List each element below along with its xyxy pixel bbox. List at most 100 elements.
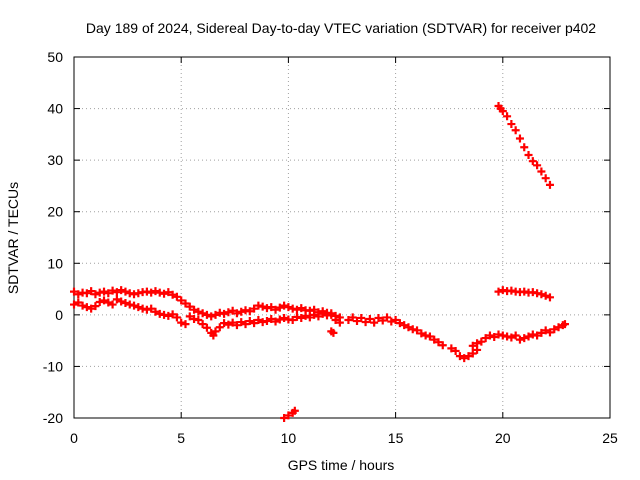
data-point — [305, 313, 314, 322]
data-point — [87, 304, 96, 313]
x-tick-label: 25 — [602, 430, 618, 446]
data-point — [520, 143, 529, 152]
data-point — [164, 311, 173, 320]
data-point — [318, 309, 327, 318]
plot-frame — [73, 56, 611, 419]
data-point — [550, 325, 559, 334]
data-point — [404, 323, 413, 332]
data-point — [374, 313, 383, 322]
data-point — [511, 126, 520, 135]
data-point — [181, 320, 190, 329]
data-point — [533, 331, 542, 340]
data-point — [130, 301, 139, 310]
data-point — [383, 313, 392, 322]
x-tick-label: 15 — [388, 430, 404, 446]
data-point — [537, 167, 546, 176]
data-point — [232, 321, 241, 330]
data-point — [554, 323, 563, 332]
data-point — [468, 341, 477, 350]
chart-title: Day 189 of 2024, Sidereal Day-to-day VTE… — [86, 20, 596, 36]
data-point — [481, 334, 490, 343]
data-point — [91, 302, 100, 311]
y-tick-label: -10 — [43, 358, 63, 374]
data-point — [271, 305, 280, 314]
data-point — [267, 314, 276, 323]
data-point — [348, 313, 357, 322]
data-point — [451, 346, 460, 355]
data-point — [391, 316, 400, 325]
data-point — [365, 314, 374, 323]
data-point — [498, 107, 507, 116]
data-point — [533, 161, 542, 170]
data-point — [172, 313, 181, 322]
data-point — [353, 317, 362, 326]
data-point — [250, 304, 259, 313]
data-point — [455, 352, 464, 361]
data-point — [370, 318, 379, 327]
data-point — [503, 112, 512, 121]
data-point — [224, 308, 233, 317]
data-point — [228, 306, 237, 315]
x-tick-label: 10 — [281, 430, 297, 446]
data-point — [541, 174, 550, 183]
series-late-plateau — [494, 286, 554, 302]
data-point — [314, 312, 323, 321]
data-point — [194, 307, 203, 316]
data-point — [100, 296, 109, 305]
data-point — [507, 120, 516, 129]
data-point — [74, 298, 83, 307]
data-point — [177, 318, 186, 327]
data-point — [258, 302, 267, 311]
data-point — [237, 318, 246, 327]
data-point — [541, 291, 550, 300]
data-point — [198, 309, 207, 318]
data-point — [327, 310, 336, 319]
series-late-recovery — [447, 320, 569, 363]
data-point — [511, 331, 520, 340]
data-point — [151, 287, 160, 296]
data-point — [280, 414, 289, 422]
data-point — [108, 286, 117, 295]
data-point — [477, 337, 486, 346]
data-point — [297, 313, 306, 322]
data-point — [151, 307, 160, 316]
data-point — [310, 310, 319, 319]
data-point — [434, 338, 443, 347]
data-point — [515, 335, 524, 344]
data-point — [275, 303, 284, 312]
data-point — [185, 312, 194, 321]
data-point — [545, 180, 554, 189]
data-point — [181, 299, 190, 308]
data-point — [357, 313, 366, 322]
data-point — [87, 287, 96, 296]
data-point — [224, 320, 233, 329]
data-point — [104, 289, 113, 298]
data-point — [245, 307, 254, 316]
data-point — [537, 290, 546, 299]
data-point — [447, 344, 456, 353]
data-point — [202, 310, 211, 319]
data-point — [211, 327, 220, 336]
data-point — [494, 287, 503, 296]
data-point — [250, 319, 259, 328]
series-upper-band-mid — [172, 292, 344, 322]
data-point — [271, 317, 280, 326]
data-point — [560, 320, 569, 329]
data-point — [95, 297, 104, 306]
data-point — [168, 310, 177, 319]
data-point — [220, 319, 229, 328]
data-point — [524, 150, 533, 159]
data-point — [292, 305, 301, 314]
data-point — [520, 334, 529, 343]
data-point — [82, 289, 91, 298]
series-isolated-dips — [280, 327, 338, 422]
data-point — [82, 303, 91, 312]
x-axis-tick-labels: 0 5 10 15 20 25 — [70, 430, 618, 446]
data-point — [387, 317, 396, 326]
data-point — [464, 352, 473, 361]
data-point — [70, 287, 78, 296]
data-point — [545, 328, 554, 337]
data-point — [524, 332, 533, 341]
data-point — [395, 319, 404, 328]
data-point — [220, 309, 229, 318]
